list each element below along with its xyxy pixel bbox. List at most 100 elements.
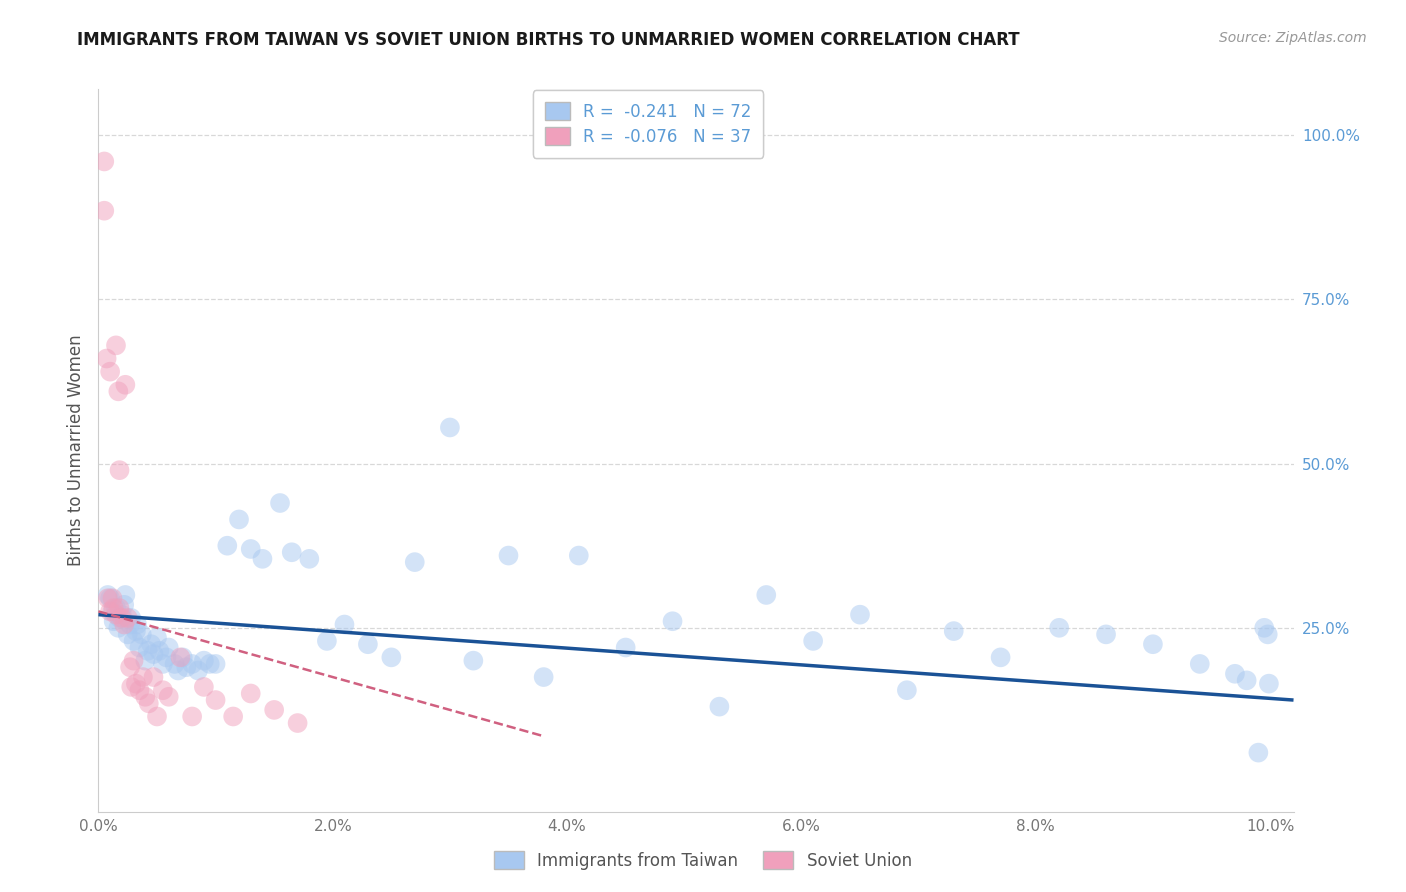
Point [93,154,115,169]
Point [127,617,149,632]
Point [172,650,194,665]
Y-axis label: Births to Unmarried Women: Births to Unmarried Women [66,334,84,566]
Point [107,384,129,399]
Point [380,650,402,665]
Point [896,683,918,698]
Point [174,660,197,674]
Point [148,644,170,658]
Point [239,686,262,700]
Point [316,634,339,648]
Text: Source: ZipAtlas.com: Source: ZipAtlas.com [1219,31,1367,45]
Point [498,549,520,563]
Point [755,588,778,602]
Point [1236,673,1258,688]
Point [132,670,155,684]
Point [131,627,153,641]
Point [155,650,177,665]
Point [108,463,131,477]
Point [193,680,215,694]
Point [568,549,591,563]
Point [152,683,174,698]
Point [101,604,124,618]
Point [101,591,124,606]
Point [105,607,128,622]
Point [1142,637,1164,651]
Point [138,696,160,710]
Point [112,598,135,612]
Point [114,588,136,602]
Text: IMMIGRANTS FROM TAIWAN VS SOVIET UNION BIRTHS TO UNMARRIED WOMEN CORRELATION CHA: IMMIGRANTS FROM TAIWAN VS SOVIET UNION B… [77,31,1019,49]
Point [93,203,115,218]
Point [849,607,872,622]
Point [134,690,156,704]
Point [103,614,125,628]
Point [204,657,226,671]
Point [114,377,136,392]
Point [125,624,148,639]
Point [661,614,683,628]
Point [112,617,135,632]
Point [120,617,142,632]
Point [1247,746,1270,760]
Point [204,693,226,707]
Point [98,591,121,606]
Point [281,545,304,559]
Legend: R =  -0.241   N = 72, R =  -0.076   N = 37: R = -0.241 N = 72, R = -0.076 N = 37 [533,90,763,158]
Point [228,512,250,526]
Point [105,338,128,352]
Point [298,551,321,566]
Point [439,420,461,434]
Point [614,640,637,655]
Point [269,496,291,510]
Point [152,657,174,671]
Point [801,634,824,648]
Point [222,709,245,723]
Point [1253,621,1275,635]
Point [128,640,150,655]
Point [136,644,159,658]
Point [117,611,139,625]
Point [134,654,156,668]
Point [217,539,239,553]
Point [103,601,125,615]
Point [181,709,204,723]
Point [120,660,142,674]
Point [357,637,380,651]
Point [333,617,356,632]
Point [120,680,142,694]
Point [163,657,186,671]
Legend: Immigrants from Taiwan, Soviet Union: Immigrants from Taiwan, Soviet Union [488,845,918,877]
Point [96,351,118,366]
Point [98,365,121,379]
Point [533,670,555,684]
Point [169,650,191,665]
Point [942,624,965,639]
Point [287,716,309,731]
Point [157,690,180,704]
Point [990,650,1012,665]
Point [141,637,163,651]
Point [107,621,129,635]
Point [128,683,150,698]
Point [142,670,165,684]
Point [167,664,190,678]
Point [122,634,145,648]
Point [157,640,180,655]
Point [125,676,148,690]
Point [252,551,274,566]
Point [709,699,731,714]
Point [239,541,262,556]
Point [146,709,169,723]
Point [404,555,426,569]
Point [263,703,285,717]
Point [187,664,209,678]
Point [1188,657,1211,671]
Point [111,607,134,622]
Point [1223,666,1246,681]
Point [108,611,131,625]
Point [1095,627,1118,641]
Point [98,604,121,618]
Point [1257,627,1279,641]
Point [1258,676,1281,690]
Point [111,611,134,625]
